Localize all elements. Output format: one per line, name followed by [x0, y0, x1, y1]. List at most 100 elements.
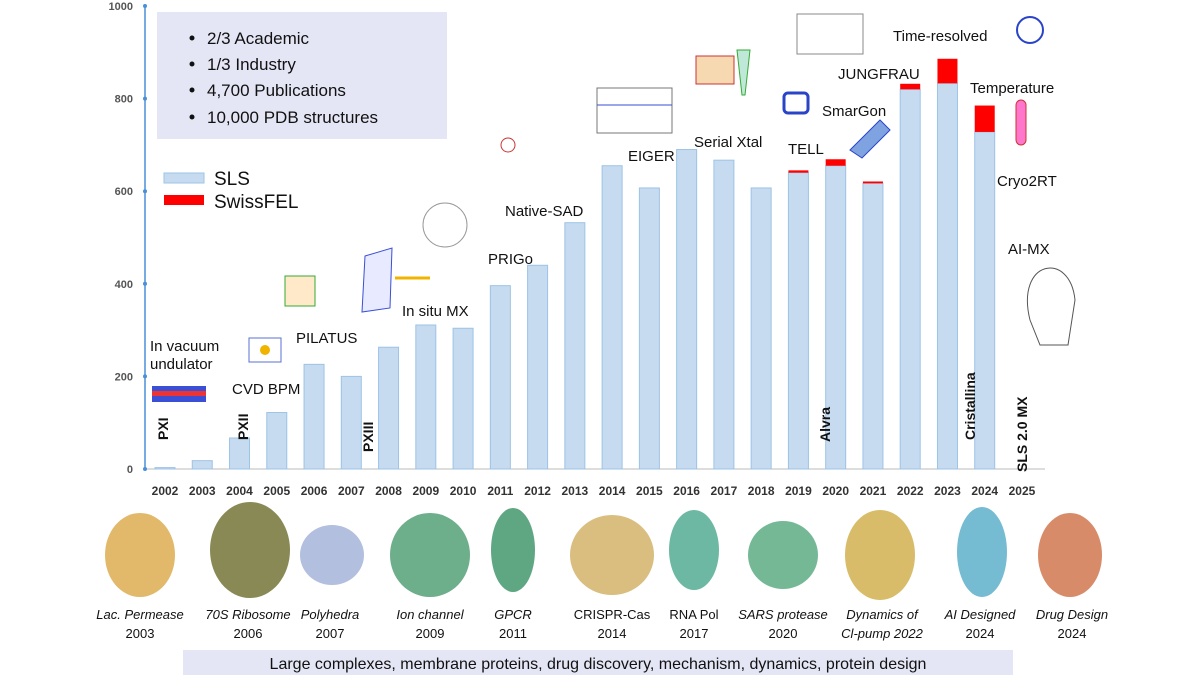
x-tick-label: 2014 — [599, 484, 626, 498]
vertical-label: Alvra — [817, 407, 833, 442]
protein-label: 2020 — [769, 626, 798, 641]
protein-label: Polyhedra — [301, 607, 360, 622]
bar-segment — [229, 437, 251, 470]
info-item: 4,700 Publications — [207, 81, 346, 100]
x-tick-label: 2015 — [636, 484, 663, 498]
bar-segment — [862, 181, 883, 184]
x-tick-label: 2013 — [562, 484, 589, 498]
protein-label: 2007 — [316, 626, 345, 641]
bar-segment — [676, 149, 698, 470]
bar-segment — [601, 165, 623, 470]
vertical-label: Cristallina — [962, 372, 978, 440]
legend-box — [155, 160, 295, 218]
bullet-dot — [189, 87, 195, 93]
bar-segment — [899, 88, 921, 470]
bar-segment — [825, 159, 846, 166]
x-tick-label: 2006 — [301, 484, 328, 498]
x-tick-label: 2003 — [189, 484, 216, 498]
protein-label: 2003 — [126, 626, 155, 641]
x-tick-label: 2025 — [1009, 484, 1036, 498]
protein-images — [105, 502, 1102, 600]
x-tick-label: 2017 — [711, 484, 738, 498]
legend-swatch — [164, 195, 204, 205]
protein-image — [669, 510, 719, 590]
annotation: JUNGFRAU — [838, 66, 920, 83]
y-tick-label: 200 — [115, 371, 133, 383]
y-tick-label: 800 — [115, 94, 133, 106]
protein-label: 2009 — [416, 626, 445, 641]
info-item: 1/3 Industry — [207, 55, 296, 74]
tell-icon — [782, 91, 810, 115]
annotation: SmarGon — [822, 103, 886, 120]
y-tick-label: 400 — [115, 279, 133, 291]
annotation: Serial Xtal — [694, 134, 762, 151]
y-tick-mark — [143, 467, 147, 471]
vertical-label: SLS 2.0 MX — [1014, 396, 1030, 472]
y-tick-mark — [143, 96, 147, 101]
thermo-icon — [1015, 99, 1027, 146]
bar-segment — [936, 82, 958, 470]
protein-image — [390, 513, 470, 597]
bar-segment — [713, 159, 735, 470]
protein-label: Cl-pump 2022 — [841, 626, 923, 641]
protein-label: 70S Ribosome — [205, 607, 290, 622]
serial-icon — [695, 55, 735, 85]
x-tick-label: 2005 — [263, 484, 290, 498]
protein-label: SARS protease — [738, 607, 828, 622]
bar-segment — [527, 264, 549, 470]
insitu-icon — [361, 247, 393, 313]
annotation: In vacuum — [150, 338, 219, 355]
protein-label: CRISPR-Cas — [574, 607, 651, 622]
x-tick-label: 2004 — [226, 484, 253, 498]
protein-image — [105, 513, 175, 597]
y-tick-mark — [143, 4, 147, 8]
protein-label: Drug Design — [1036, 607, 1108, 622]
x-tick-label: 2009 — [412, 484, 439, 498]
sad-icon — [500, 137, 516, 153]
x-tick-label: 2022 — [897, 484, 924, 498]
bar-segment — [900, 83, 921, 90]
annotation: In situ MX — [402, 303, 469, 320]
bar-segment — [303, 363, 325, 470]
bar-segment — [340, 375, 362, 470]
vertical-label: PXI — [155, 417, 171, 440]
bar-segment — [787, 172, 809, 470]
bar-segment — [415, 324, 437, 470]
annotation: CVD BPM — [232, 381, 300, 398]
bullet-dot — [189, 114, 195, 120]
prigo-icon — [422, 202, 468, 248]
protein-label: 2006 — [234, 626, 263, 641]
info-box — [157, 12, 447, 139]
footer-text: Large complexes, membrane proteins, drug… — [270, 656, 927, 673]
bullet-dot — [189, 61, 195, 67]
bar-segment — [750, 187, 772, 470]
bpm-dot — [260, 345, 270, 355]
y-tick-mark — [143, 374, 147, 379]
x-tick-label: 2023 — [934, 484, 961, 498]
bar-segment — [788, 170, 809, 173]
eiger-icon — [596, 87, 673, 134]
bar-segment — [937, 58, 958, 84]
x-tick-label: 2012 — [524, 484, 551, 498]
protein-label: 2011 — [499, 626, 527, 641]
x-tick-label: 2016 — [673, 484, 700, 498]
protein-image — [491, 508, 535, 592]
info-item: 10,000 PDB structures — [207, 108, 378, 127]
annotation: Native-SAD — [505, 203, 584, 220]
legend-label: SLS — [214, 169, 250, 190]
x-tick-label: 2018 — [748, 484, 775, 498]
x-tick-label: 2008 — [375, 484, 402, 498]
y-tick-label: 0 — [127, 464, 133, 476]
x-tick-label: 2020 — [822, 484, 849, 498]
protein-image — [1038, 513, 1102, 597]
legend-label: SwissFEL — [214, 192, 298, 213]
protein-label: Lac. Permease — [96, 607, 183, 622]
protein-label: 2014 — [598, 626, 627, 641]
pilatus-icon — [284, 275, 316, 307]
x-tick-label: 2002 — [152, 484, 179, 498]
undulator-stripe — [152, 391, 206, 396]
protein-label: 2017 — [680, 626, 709, 641]
y-tick-mark — [143, 189, 147, 194]
bar-segment — [452, 327, 474, 470]
